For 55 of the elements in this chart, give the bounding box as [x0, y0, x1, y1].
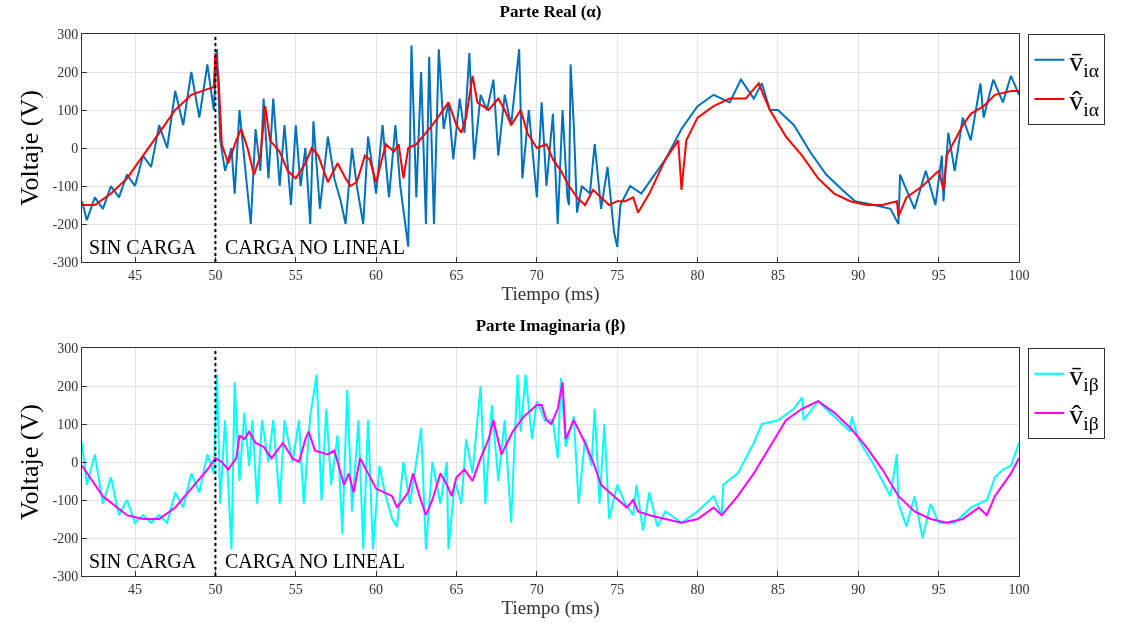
annotation: SIN CARGA [89, 550, 197, 572]
x-tick-label: 70 [529, 267, 544, 283]
x-tick-label: 70 [529, 581, 544, 597]
x-tick-label: 55 [288, 267, 303, 283]
y-tick-label: -200 [52, 530, 79, 546]
x-tick-label: 95 [931, 267, 946, 283]
annotation: SIN CARGA [89, 236, 197, 258]
x-tick-label: 50 [208, 581, 223, 597]
line-series [82, 52, 1019, 218]
y-tick-label: 300 [57, 26, 79, 42]
x-tick-label: 95 [931, 581, 946, 597]
y-tick-label: 100 [57, 416, 79, 432]
legend-label: v̂$_{iβ}$ [1069, 399, 1099, 434]
x-axis-title: Tiempo (ms) [501, 282, 600, 305]
x-tick-label: 60 [369, 267, 384, 283]
x-tick-label: 45 [128, 267, 143, 283]
x-tick-label: 65 [449, 581, 464, 597]
legend-label: v̄$_{iα}$ [1069, 45, 1100, 81]
x-tick-label: 80 [690, 581, 705, 597]
x-tick-label: 75 [610, 267, 625, 283]
y-tick-label: 0 [71, 140, 79, 156]
x-tick-label: 90 [851, 267, 866, 283]
x-tick-label: 45 [128, 581, 143, 597]
legend-label: v̄$_{iβ}$ [1069, 359, 1099, 395]
y-tick-label: 300 [57, 340, 79, 356]
x-tick-label: 65 [449, 267, 464, 283]
y-tick-label: 100 [57, 102, 79, 118]
x-tick-label: 60 [369, 581, 384, 597]
y-tick-label: -100 [52, 492, 79, 508]
y-axis-title: Voltaje (V) [14, 90, 44, 206]
x-tick-label: 90 [851, 581, 866, 597]
y-tick-label: 0 [71, 454, 79, 470]
legend-label: v̂$_{iα}$ [1069, 85, 1100, 120]
y-tick-label: -300 [52, 254, 79, 270]
x-tick-label: 100 [1008, 581, 1030, 597]
chart-title: Parte Imaginaria (β) [475, 315, 626, 335]
y-tick-label: -200 [52, 216, 79, 232]
y-tick-label: 200 [57, 64, 79, 80]
x-tick-label: 85 [770, 267, 785, 283]
y-axis-title: Voltaje (V) [14, 404, 44, 520]
x-tick-label: 100 [1008, 267, 1030, 283]
x-tick-label: 75 [610, 581, 625, 597]
y-tick-label: 200 [57, 378, 79, 394]
x-tick-label: 50 [208, 267, 223, 283]
line-series [82, 373, 1019, 551]
x-tick-label: 55 [288, 581, 303, 597]
x-tick-label: 80 [690, 267, 705, 283]
line-series [82, 381, 1019, 524]
x-axis-title: Tiempo (ms) [501, 596, 600, 619]
y-tick-label: -300 [52, 568, 79, 584]
y-tick-label: -100 [52, 178, 79, 194]
chart-title: Parte Real (α) [499, 1, 602, 21]
annotation: CARGA NO LINEAL [225, 550, 405, 572]
x-tick-label: 85 [770, 581, 785, 597]
annotation: CARGA NO LINEAL [225, 236, 405, 258]
